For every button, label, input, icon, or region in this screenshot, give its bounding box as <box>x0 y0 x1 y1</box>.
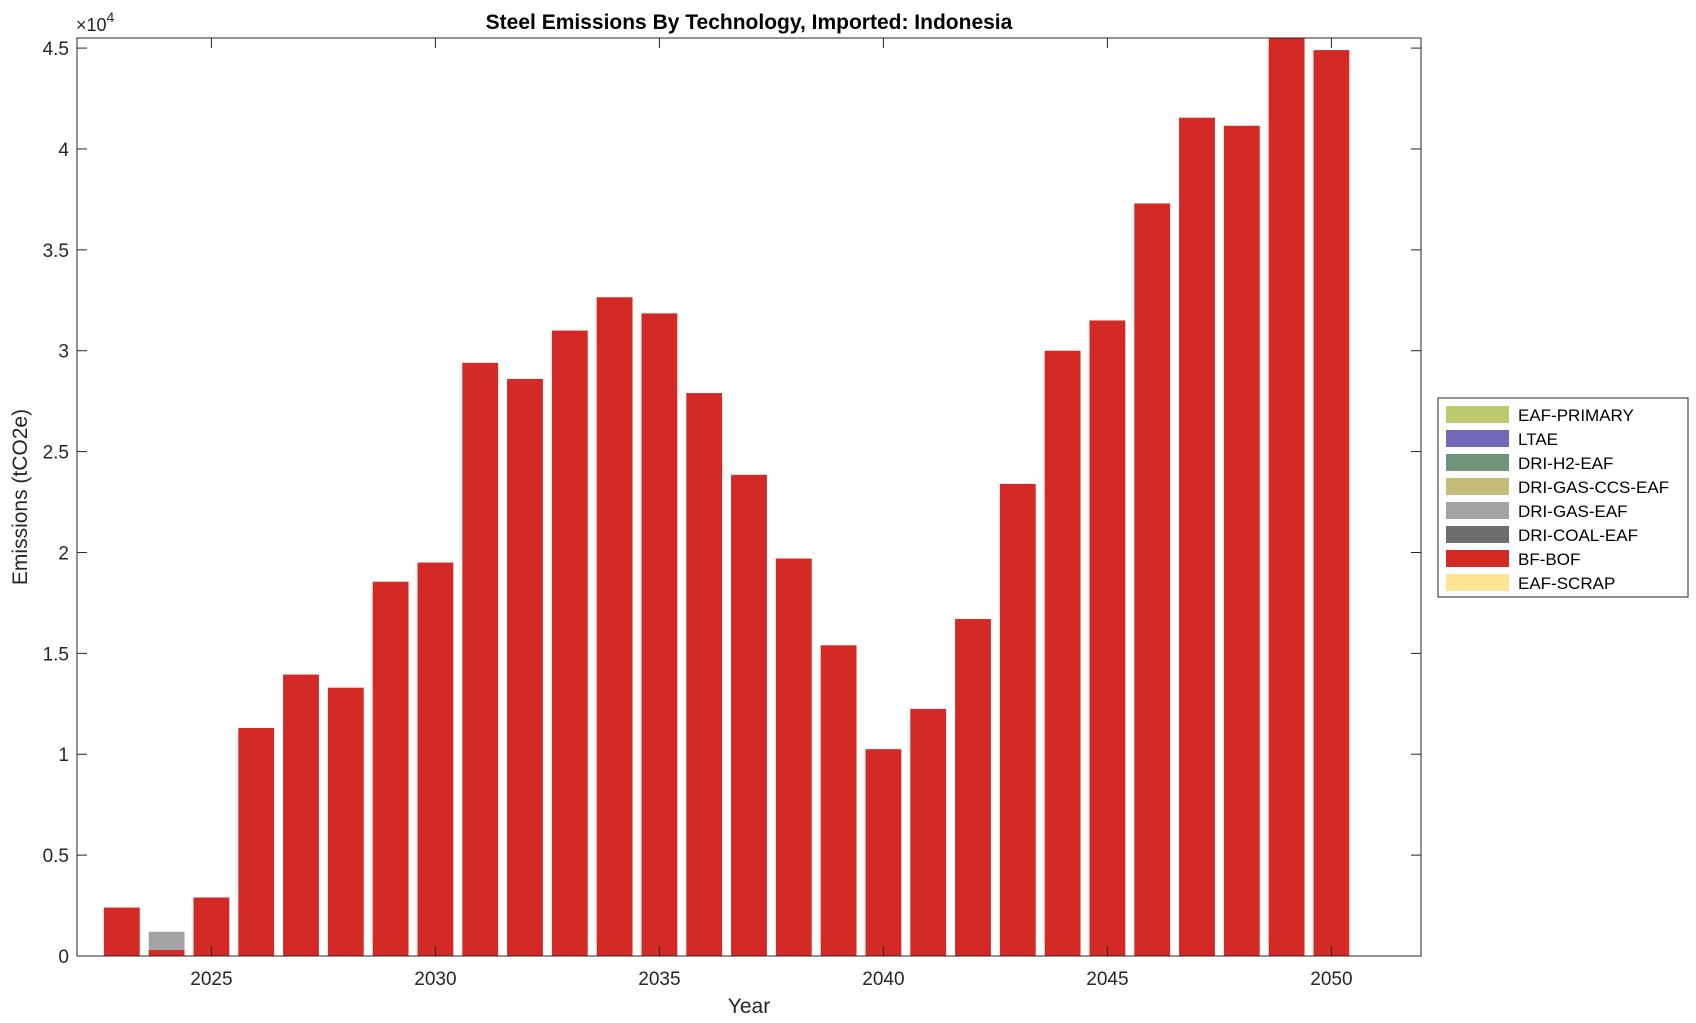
bar-bf-bof-2043 <box>999 483 1036 956</box>
y-exponent-label: ×104 <box>76 9 115 35</box>
legend-label-dri-gas-ccs-eaf: DRI-GAS-CCS-EAF <box>1518 478 1669 497</box>
bar-bf-bof-2038 <box>775 558 812 956</box>
y-exponent-power: 4 <box>107 9 115 25</box>
bar-bf-bof-2034 <box>596 297 633 956</box>
legend-label-bf-bof: BF-BOF <box>1518 550 1580 569</box>
bar-bf-bof-2026 <box>238 728 275 956</box>
legend-label-ltae: LTAE <box>1518 430 1558 449</box>
bar-bf-bof-2041 <box>910 708 947 956</box>
bar-bf-bof-2027 <box>283 674 319 956</box>
y-tick-label-40000: 4 <box>58 140 69 161</box>
x-tick-label-2025: 2025 <box>190 969 232 990</box>
legend-label-eaf-scrap: EAF-SCRAP <box>1518 574 1615 593</box>
bar-bf-bof-2029 <box>372 581 409 956</box>
bar-bf-bof-2030 <box>417 562 454 956</box>
plot-frame <box>76 37 1422 957</box>
bar-bf-bof-2035 <box>641 313 678 956</box>
bar-bf-bof-2033 <box>551 330 588 956</box>
bar-bf-bof-2048 <box>1223 125 1260 956</box>
legend-swatch-eaf-primary <box>1446 406 1509 423</box>
bar-bf-bof-2037 <box>731 474 767 956</box>
bar-bf-bof-2039 <box>820 645 857 956</box>
legend-swatch-dri-coal-eaf <box>1446 526 1509 543</box>
legend-label-dri-h2-eaf: DRI-H2-EAF <box>1518 454 1613 473</box>
legend-swatch-dri-gas-ccs-eaf <box>1446 478 1509 495</box>
legend: EAF-PRIMARY LTAE DRI-H2-EAF DRI-GAS-CCS-EAF… <box>1437 397 1689 598</box>
legend-swatch-bf-bof <box>1446 550 1509 567</box>
bar-bf-bof-2024 <box>148 949 185 956</box>
y-tick-label-10000: 1 <box>58 745 69 766</box>
legend-swatch-dri-h2-eaf <box>1446 454 1509 471</box>
chart-title: Steel Emissions By Technology, Imported:… <box>486 11 1013 34</box>
y-tick-label-5000: 0.5 <box>43 846 69 867</box>
y-tick-label-20000: 2 <box>58 543 69 564</box>
x-tick-label-2050: 2050 <box>1310 969 1352 990</box>
y-exponent-base: ×10 <box>76 15 107 35</box>
ticks-layer: 2025 2030 2035 2040 2045 2050 0 0.5 1 1.5 2 2.5 3 3.5… <box>43 38 1421 990</box>
bar-bf-bof-2044 <box>1044 350 1081 957</box>
bar-bf-bof-2031 <box>462 362 499 957</box>
x-tick-label-2040: 2040 <box>862 969 904 990</box>
bar-dri-gas-eaf-2024 <box>148 931 185 950</box>
x-tick-label-2035: 2035 <box>638 969 680 990</box>
bar-bf-bof-2046 <box>1134 203 1171 956</box>
legend-swatch-dri-gas-eaf <box>1446 502 1509 519</box>
y-tick-label-45000: 4.5 <box>43 39 69 60</box>
legend-label-dri-gas-eaf: DRI-GAS-EAF <box>1518 502 1628 521</box>
bars-layer <box>103 38 1350 957</box>
bar-bf-bof-2050 <box>1313 50 1350 957</box>
x-tick-label-2045: 2045 <box>1086 969 1128 990</box>
bar-bf-bof-2023 <box>103 907 140 956</box>
bar-bf-bof-2047 <box>1179 117 1215 956</box>
y-tick-label-30000: 3 <box>58 342 69 363</box>
y-axis-label: Emissions (tCO2e) <box>9 409 32 585</box>
bar-bf-bof-2040 <box>865 749 902 956</box>
bar-bf-bof-2036 <box>686 393 723 957</box>
bar-bf-bof-2028 <box>327 687 364 956</box>
bar-bf-bof-2032 <box>507 378 543 957</box>
bar-bf-bof-2042 <box>955 619 991 956</box>
legend-items: EAF-PRIMARY LTAE DRI-H2-EAF DRI-GAS-CCS-EAF… <box>1446 406 1669 593</box>
legend-swatch-ltae <box>1446 430 1509 447</box>
legend-label-dri-coal-eaf: DRI-COAL-EAF <box>1518 526 1638 545</box>
legend-swatch-eaf-scrap <box>1446 574 1509 591</box>
x-tick-label-2030: 2030 <box>414 969 456 990</box>
bar-bf-bof-2045 <box>1089 320 1126 957</box>
y-tick-label-15000: 1.5 <box>43 644 69 665</box>
y-tick-label-25000: 2.5 <box>43 443 69 464</box>
legend-label-eaf-primary: EAF-PRIMARY <box>1518 406 1634 425</box>
bar-bf-bof-2049 <box>1268 38 1305 956</box>
x-axis-label: Year <box>728 995 770 1018</box>
y-tick-label-0: 0 <box>58 947 69 968</box>
y-tick-label-35000: 3.5 <box>43 241 69 262</box>
